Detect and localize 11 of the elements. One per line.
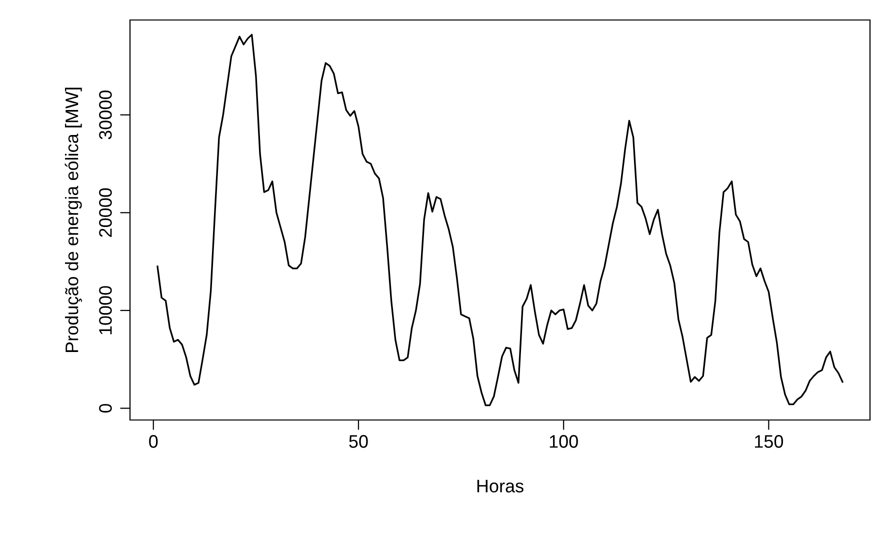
x-tick-label: 50 (349, 435, 368, 448)
x-tick-label: 100 (550, 435, 578, 448)
y-tick-label: 0 (99, 404, 112, 413)
y-axis-title: Produção de energia eólica [MW] (64, 88, 82, 352)
y-tick-label: 20000 (99, 188, 112, 237)
y-tick-label: 10000 (99, 286, 112, 334)
y-tick-label: 30000 (99, 90, 112, 140)
x-axis-title: Horas (477, 480, 524, 492)
line-series (156, 34, 844, 406)
x-tick-label: 150 (754, 435, 784, 448)
x-tick-label: 0 (149, 435, 158, 448)
